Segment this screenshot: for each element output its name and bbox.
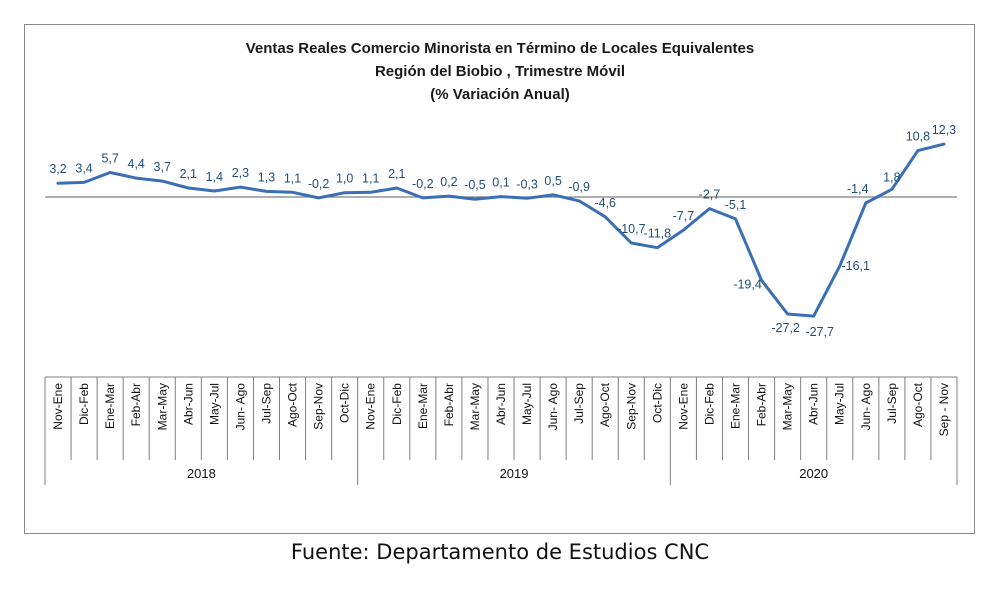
- x-tick-label: Ene-Mar: [416, 383, 430, 429]
- data-label: 1,1: [284, 171, 301, 185]
- x-tick-label: Ago-Oct: [911, 382, 925, 427]
- data-label: 4,4: [128, 157, 145, 171]
- x-tick-label: Feb-Abr: [442, 383, 456, 426]
- x-tick-label: Abr-Jun: [181, 383, 195, 425]
- x-tick-label: May-Jul: [207, 383, 221, 425]
- year-group-label: 2020: [799, 466, 828, 481]
- x-tick-label: Ene-Mar: [729, 383, 743, 429]
- data-label: 0,5: [544, 174, 561, 188]
- x-tick-label: Sep - Nov: [937, 383, 951, 436]
- x-tick-label: Jun- Ago: [859, 383, 873, 431]
- data-label: 2,1: [180, 167, 197, 181]
- x-tick-label: Mar-May: [781, 383, 795, 430]
- x-tick-label: Sep-Nov: [312, 383, 326, 430]
- data-label: 0,1: [492, 176, 509, 190]
- data-label: -27,2: [771, 321, 800, 335]
- data-label: -10,7: [617, 222, 646, 236]
- x-tick-label: Nov-Ene: [676, 383, 690, 430]
- x-tick-label: Jun- Ago: [233, 383, 247, 431]
- data-label: -2,7: [699, 188, 721, 202]
- data-label: -0,5: [464, 178, 486, 192]
- data-label: -0,9: [568, 180, 590, 194]
- data-label: 3,2: [49, 162, 66, 176]
- source-note: Fuente: Departamento de Estudios CNC: [290, 540, 710, 564]
- x-tick-label: Jul-Sep: [259, 383, 273, 424]
- x-tick-label: Feb-Abr: [129, 383, 143, 426]
- data-label: -7,7: [673, 209, 695, 223]
- x-tick-label: Ago-Oct: [598, 382, 612, 427]
- x-tick-label: Mar-May: [155, 383, 169, 430]
- data-label: -16,1: [841, 259, 870, 273]
- x-tick-label: Nov-Ene: [51, 383, 65, 430]
- x-tick-label: Ene-Mar: [103, 383, 117, 429]
- x-tick-label: Dic-Feb: [390, 383, 404, 425]
- data-label: 0,2: [440, 175, 457, 189]
- x-tick-label: Abr-Jun: [494, 383, 508, 425]
- x-tick-label: Dic-Feb: [702, 383, 716, 425]
- data-label: 3,7: [154, 160, 171, 174]
- x-tick-label: Sep-Nov: [624, 383, 638, 430]
- data-label: -1,4: [847, 182, 869, 196]
- data-label: 1,0: [336, 172, 353, 186]
- x-tick-label: Jul-Sep: [885, 383, 899, 424]
- data-label: 1,4: [206, 170, 223, 184]
- data-label: -27,7: [805, 325, 834, 339]
- chart-subtitle: Región del Biobio , Trimestre Móvil: [374, 63, 626, 80]
- x-tick-label: Oct-Dic: [650, 383, 664, 423]
- x-tick-label: Abr-Jun: [807, 383, 821, 425]
- data-label: -0,2: [308, 177, 330, 191]
- x-tick-label: Dic-Feb: [77, 383, 91, 425]
- data-label: -11,8: [644, 227, 672, 241]
- data-label: 1,3: [258, 170, 275, 184]
- x-tick-label: Mar-May: [468, 383, 482, 430]
- x-tick-label: Oct-Dic: [338, 383, 352, 423]
- data-label: 5,7: [101, 151, 118, 165]
- data-label: -4,6: [594, 196, 616, 210]
- x-tick-label: Jun- Ago: [546, 383, 560, 431]
- data-label: -19,4: [733, 277, 762, 291]
- x-tick-label: May-Jul: [833, 383, 847, 425]
- data-label: -0,2: [412, 177, 434, 191]
- data-label: 2,1: [388, 167, 405, 181]
- x-tick-label: Feb-Abr: [755, 383, 769, 426]
- x-tick-label: Jul-Sep: [572, 383, 586, 424]
- data-label: 12,3: [932, 123, 956, 137]
- chart-frame: [24, 24, 975, 534]
- chart-title: Ventas Reales Comercio Minorista en Térm…: [245, 40, 755, 57]
- x-tick-label: Ago-Oct: [286, 382, 300, 427]
- data-label: 1,1: [362, 171, 379, 185]
- data-label: -5,1: [725, 198, 747, 212]
- data-label: -0,3: [516, 177, 538, 191]
- data-label: 10,8: [906, 130, 930, 144]
- x-tick-label: May-Jul: [520, 383, 534, 425]
- data-label: 3,4: [75, 161, 92, 175]
- year-group-label: 2018: [187, 466, 216, 481]
- data-label: 1,8: [883, 170, 900, 184]
- data-label: 2,3: [232, 166, 249, 180]
- series-line: [56, 142, 946, 318]
- x-tick-label: Nov-Ene: [364, 383, 378, 430]
- chart-subtitle-units: (% Variación Anual): [430, 86, 570, 103]
- year-group-label: 2019: [500, 466, 529, 481]
